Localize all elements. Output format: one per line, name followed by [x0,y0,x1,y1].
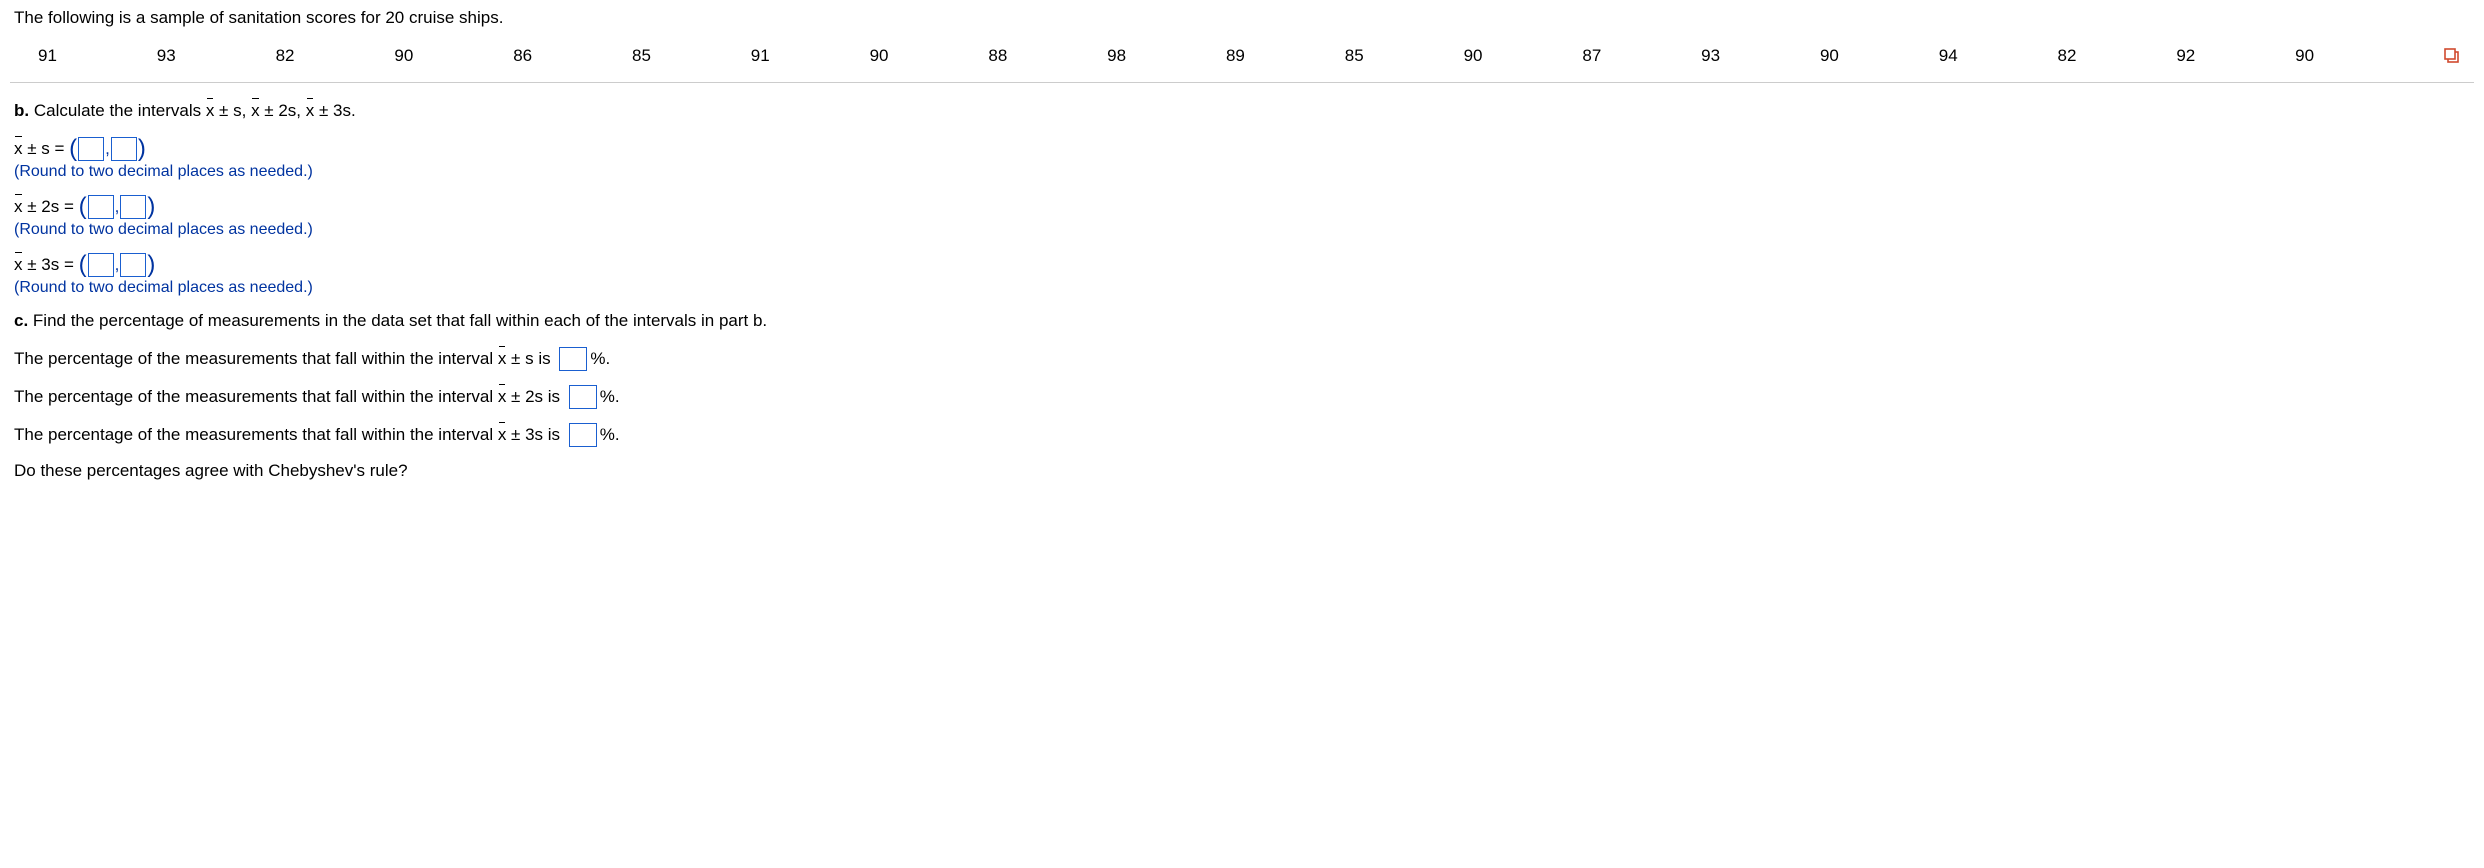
question-page: The following is a sample of sanitation … [0,0,2484,517]
data-value: 90 [2295,46,2414,66]
round-instruction: (Round to two decimal places as needed.) [14,221,2474,239]
data-value: 93 [157,46,276,66]
data-value: 90 [1820,46,1939,66]
percentage-statement: The percentage of the measurements that … [14,423,2474,447]
data-value: 90 [1464,46,1583,66]
part-b-label: b. [14,101,34,120]
data-values-row: 9193829086859190889889859087939094829290 [10,46,2474,66]
interval-equation: x ± 3s = (,) [14,253,2474,277]
data-value: 93 [1701,46,1820,66]
percentage-input[interactable] [559,347,587,371]
part-c-prompt: c. Find the percentage of measurements i… [14,311,2474,331]
intro-text: The following is a sample of sanitation … [10,8,2474,28]
interval-lower-input[interactable] [88,253,114,277]
data-value: 90 [394,46,513,66]
round-instruction: (Round to two decimal places as needed.) [14,279,2474,297]
data-value: 82 [276,46,395,66]
data-value: 91 [38,46,157,66]
interval-lower-input[interactable] [88,195,114,219]
percentage-statement: The percentage of the measurements that … [14,385,2474,409]
data-value: 91 [751,46,870,66]
interval-upper-input[interactable] [120,253,146,277]
percentage-input[interactable] [569,423,597,447]
data-value: 85 [1345,46,1464,66]
data-value: 98 [1107,46,1226,66]
percentage-statement: The percentage of the measurements that … [14,347,2474,371]
chebyshev-question: Do these percentages agree with Chebyshe… [14,461,2474,481]
interval-upper-input[interactable] [120,195,146,219]
data-value: 86 [513,46,632,66]
data-value: 85 [632,46,751,66]
data-value: 82 [2058,46,2177,66]
part-c-label: c. [14,311,33,330]
interval-lower-input[interactable] [78,137,104,161]
data-value: 87 [1582,46,1701,66]
popout-icon[interactable] [2444,48,2462,71]
data-value: 94 [1939,46,2058,66]
interval-upper-input[interactable] [111,137,137,161]
data-value: 90 [870,46,989,66]
percentage-input[interactable] [569,385,597,409]
interval-equation: x ± 2s = (,) [14,195,2474,219]
part-b-prompt: b. Calculate the intervals x ± s, x ± 2s… [14,101,2474,121]
round-instruction: (Round to two decimal places as needed.) [14,163,2474,181]
data-value: 88 [988,46,1107,66]
data-value: 89 [1226,46,1345,66]
data-value: 92 [2176,46,2295,66]
interval-equation: x ± s = (,) [14,137,2474,161]
data-row-container: 9193829086859190889889859087939094829290 [10,46,2474,83]
